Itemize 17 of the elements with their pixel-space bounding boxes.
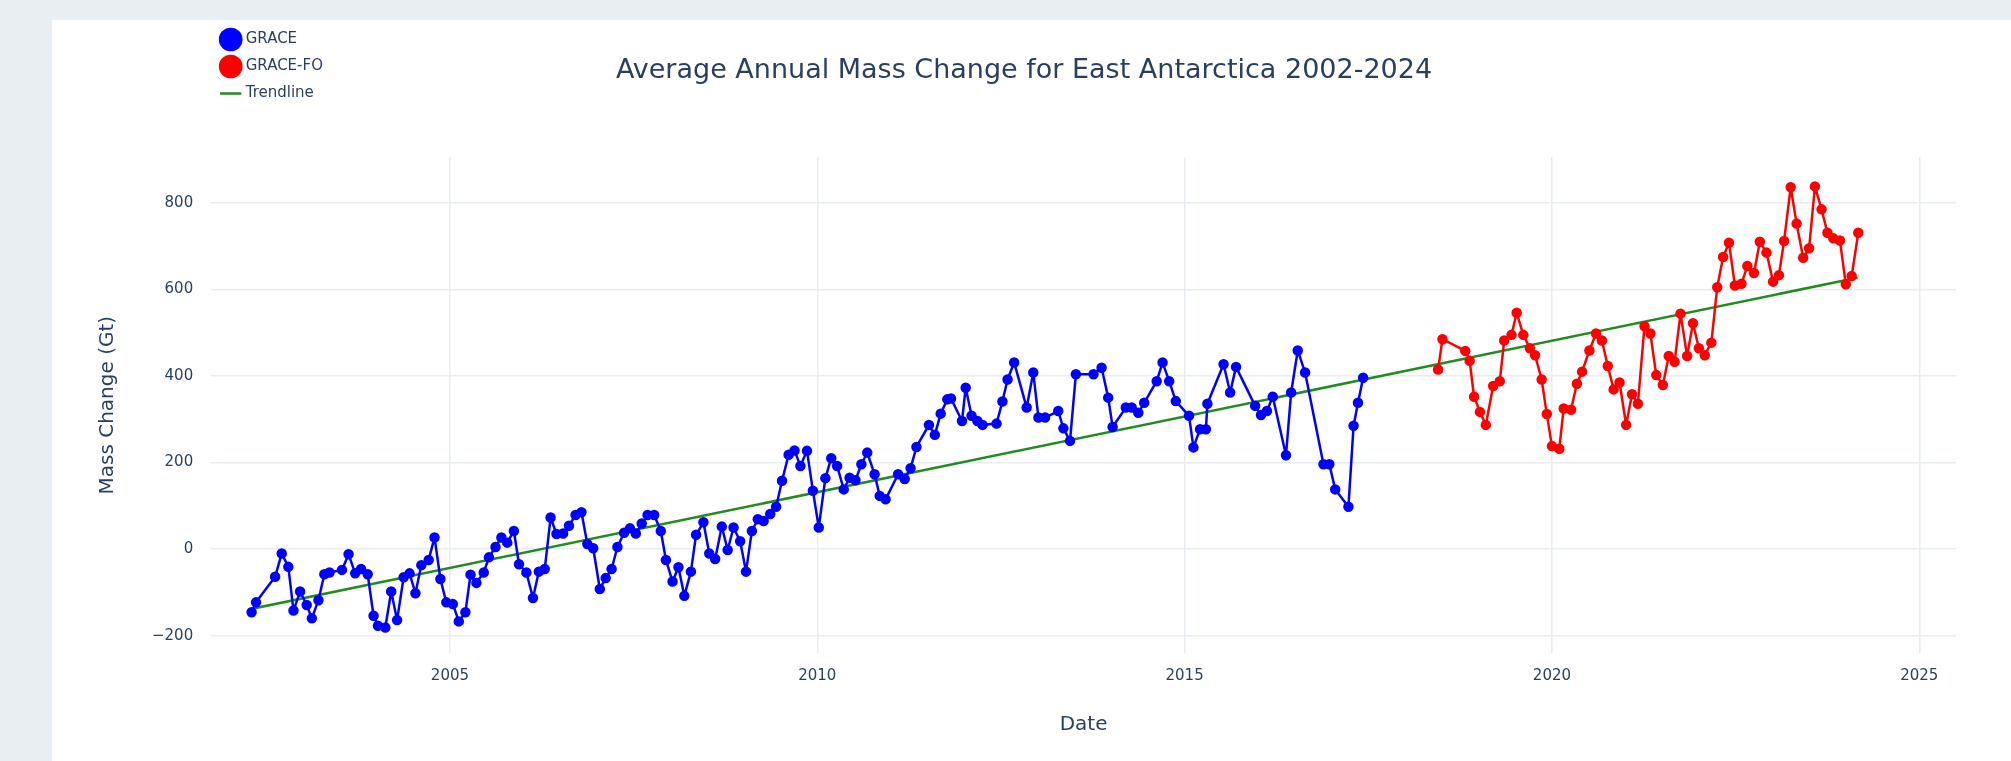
y-tick-label: −200	[152, 625, 194, 644]
x-tick-label: 2015	[1165, 665, 1204, 684]
x-tick-label: 2010	[798, 665, 837, 684]
y-tick-label: 200	[164, 452, 194, 471]
x-axis-title: Date	[1059, 711, 1108, 736]
x-tick-label: 2005	[430, 665, 470, 684]
y-tick-label: 0	[183, 539, 194, 558]
legend-label: GRACE-FO	[245, 56, 323, 75]
legend-label: GRACE	[245, 29, 298, 48]
legend-label: Trendline	[244, 83, 314, 102]
chart-title: Average Annual Mass Change for East Antarctica 2002-2024	[615, 53, 1433, 85]
y-axis-title: Mass Change (Gt)	[94, 315, 119, 495]
y-tick-label: 600	[164, 279, 194, 298]
y-tick-label: 400	[164, 365, 194, 384]
x-tick-label: 2020	[1532, 665, 1572, 684]
y-tick-label: 800	[164, 192, 194, 211]
x-tick-label: 2025	[1900, 665, 1939, 684]
